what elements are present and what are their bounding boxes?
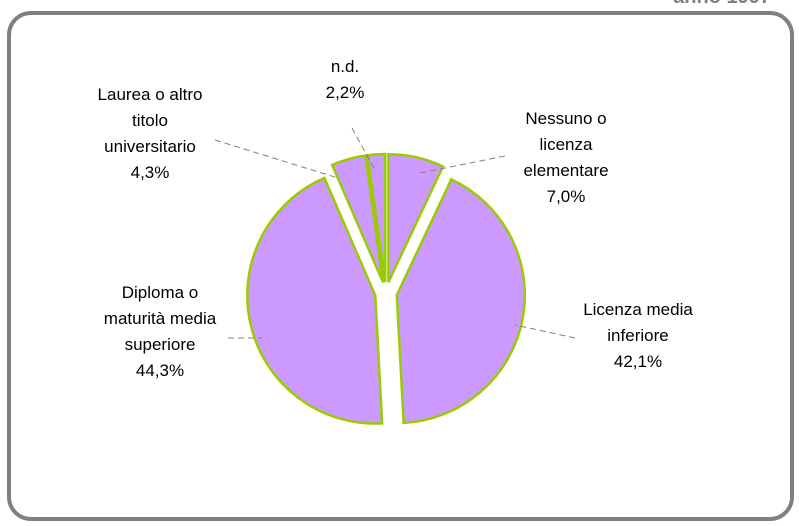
value-label: 7,0% <box>546 187 586 206</box>
value-label: 42,1% <box>613 352 663 371</box>
subtitle: anno 1997 <box>673 0 771 9</box>
leader-line <box>214 139 339 179</box>
slice-label: Laurea o altro titolo universitario <box>97 85 203 156</box>
pie-slice <box>366 152 387 283</box>
frame <box>7 11 794 521</box>
slice-label: Diploma o maturità media superiore <box>103 283 217 354</box>
pie-slice <box>246 176 384 425</box>
leader-line <box>514 324 576 339</box>
pie-slice <box>395 177 526 425</box>
pie-slice <box>330 154 385 283</box>
slice-label: Nessuno o licenza elementare <box>523 109 609 180</box>
value-label: 2,2% <box>325 83 365 102</box>
slice-label: n.d. <box>330 57 360 76</box>
leader-line <box>351 127 377 173</box>
pie-slice <box>387 153 445 283</box>
value-label: 44,3% <box>135 361 185 380</box>
slice-label: Licenza media inferiore <box>583 300 693 345</box>
value-label: 4,3% <box>130 163 170 182</box>
leader-line <box>419 155 506 174</box>
